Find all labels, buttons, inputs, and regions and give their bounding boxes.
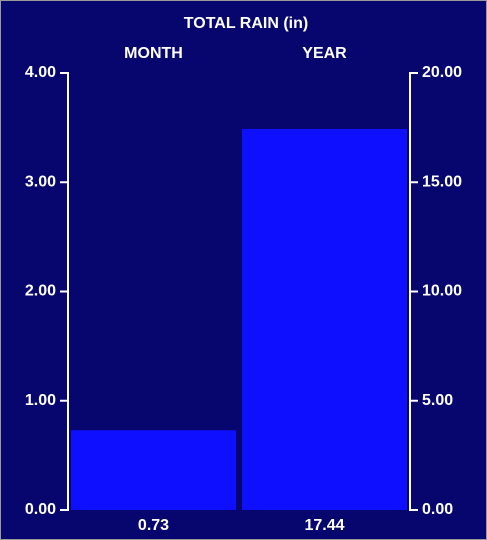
- value-label: 17.44: [304, 517, 344, 534]
- bar: [71, 430, 236, 510]
- y2-tick-label: 20.00: [422, 64, 462, 81]
- chart-title: TOTAL RAIN (in): [184, 15, 308, 32]
- value-label: 0.73: [138, 517, 169, 534]
- y-tick-label: 2.00: [25, 283, 56, 300]
- y-tick-label: 1.00: [25, 392, 56, 409]
- y-tick-label: 3.00: [25, 173, 56, 190]
- bar: [242, 128, 407, 510]
- y-tick-label: 0.00: [25, 501, 56, 518]
- y2-tick-label: 0.00: [422, 501, 453, 518]
- y-tick-label: 4.00: [25, 64, 56, 81]
- y2-tick-label: 10.00: [422, 283, 462, 300]
- y2-tick-label: 5.00: [422, 392, 453, 409]
- y2-tick-label: 15.00: [422, 173, 462, 190]
- category-label: YEAR: [302, 45, 347, 62]
- category-label: MONTH: [124, 45, 183, 62]
